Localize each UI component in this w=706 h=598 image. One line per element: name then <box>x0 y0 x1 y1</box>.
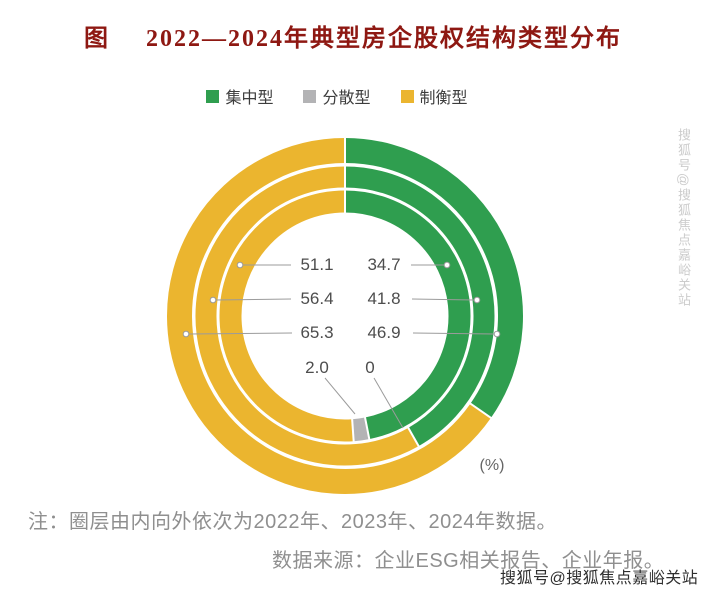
segment-separator <box>351 418 355 443</box>
value-label-concentrated-row3: 46.9 <box>367 323 401 342</box>
leader-dot <box>182 330 190 338</box>
legend-label-dispersed: 分散型 <box>322 90 371 107</box>
value-label-dispersed-a: 2.0 <box>305 358 329 377</box>
leader-dot <box>493 330 501 338</box>
segment-separator <box>406 426 421 448</box>
legend: 集中型 分散型 制衡型 <box>0 84 690 108</box>
value-label-dispersed-b: 0 <box>365 358 375 377</box>
legend-label-balanced: 制衡型 <box>419 90 468 107</box>
leader-line <box>411 298 475 301</box>
leader-line <box>324 377 356 415</box>
leader-dot <box>209 296 217 304</box>
note-text: 注：圈层由内向外依次为2022年、2023年、2024年数据。 <box>28 511 557 533</box>
leader-dot <box>473 296 481 304</box>
ring-2024-balanced <box>167 138 491 494</box>
value-label-concentrated-row2: 41.8 <box>367 289 401 308</box>
segment-separator <box>363 416 371 441</box>
ring-2023-balanced <box>195 166 419 466</box>
unit-label: (%) <box>479 457 505 474</box>
ring-2022-balanced <box>219 190 354 442</box>
leader-line <box>188 332 293 335</box>
legend-item-dispersed: 分散型 <box>303 84 371 108</box>
ring-2022-concentrated <box>344 190 471 440</box>
value-label-balanced-2023: 56.4 <box>300 289 334 308</box>
legend-swatch-green <box>206 89 220 103</box>
title-prefix: 图 <box>84 26 110 52</box>
chart-title: 图 2022—2024年典型房企股权结构类型分布 <box>0 18 706 53</box>
value-label-concentrated-row1: 34.7 <box>367 255 401 274</box>
value-label-balanced-2024: 65.3 <box>300 323 334 342</box>
ring-layer <box>167 137 523 494</box>
ring-2022-dispersed <box>351 417 370 442</box>
ring-2024-concentrated <box>344 138 523 418</box>
leader-dot <box>443 261 451 269</box>
segment-separator <box>469 402 493 420</box>
title-text: 2022—2024年典型房企股权结构类型分布 <box>146 26 622 52</box>
leader-line <box>412 332 495 335</box>
legend-item-concentrated: 集中型 <box>206 84 273 108</box>
watermark-vertical: 搜狐号@搜狐焦点嘉峪关站 <box>676 128 691 309</box>
legend-swatch-gray <box>303 89 317 103</box>
leader-dot <box>236 261 244 269</box>
legend-swatch-yellow <box>400 89 414 103</box>
leader-layer <box>182 261 501 429</box>
legend-label-concentrated: 集中型 <box>225 90 274 107</box>
leader-line <box>373 377 404 429</box>
source-text: 数据来源：企业ESG相关报告、企业年报。 <box>272 550 665 572</box>
watermark: 搜狐号@搜狐焦点嘉峪关站 <box>500 570 699 587</box>
value-label-balanced-2022: 51.1 <box>300 255 334 274</box>
ring-2023-concentrated <box>344 166 495 447</box>
legend-item-balanced: 制衡型 <box>400 84 468 108</box>
leader-line <box>215 298 292 301</box>
